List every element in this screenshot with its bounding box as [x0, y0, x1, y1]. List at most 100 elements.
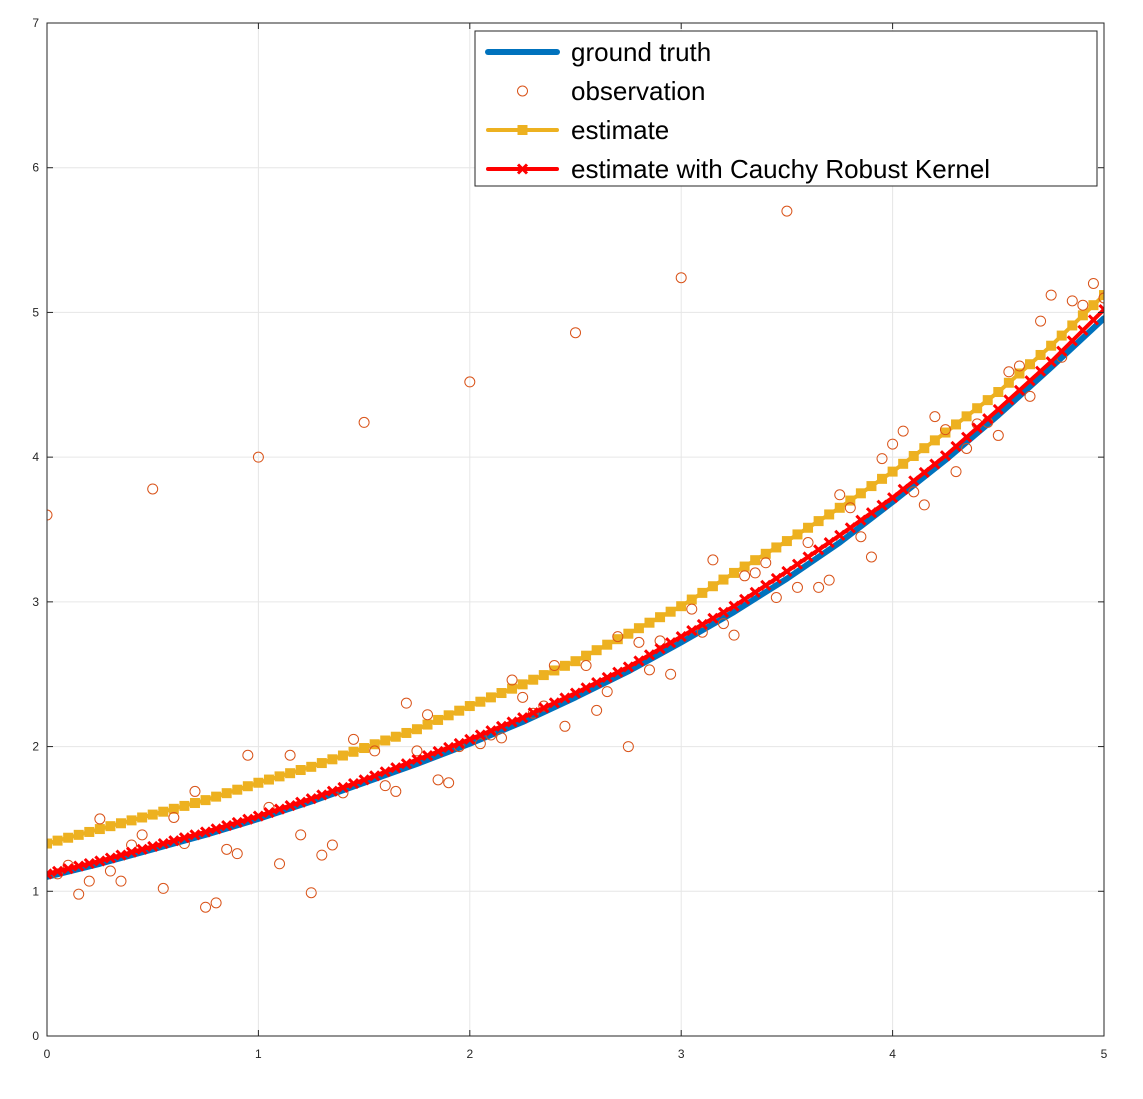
data-point — [157, 882, 169, 894]
data-point — [305, 887, 317, 899]
data-point — [485, 692, 496, 703]
data-point — [601, 686, 613, 698]
data-point — [844, 522, 856, 534]
data-point — [1035, 315, 1047, 327]
data-point — [179, 800, 190, 811]
data-point — [464, 376, 476, 388]
data-point — [496, 732, 508, 744]
data-point — [591, 645, 602, 656]
data-point — [475, 696, 486, 707]
data-point — [379, 780, 391, 792]
data-point — [855, 531, 867, 543]
data-point — [506, 674, 518, 686]
data-point — [474, 729, 486, 741]
data-point — [929, 458, 941, 470]
data-point — [961, 431, 973, 443]
data-point — [887, 466, 898, 477]
data-point — [1077, 310, 1088, 321]
data-point — [951, 419, 962, 430]
data-point — [569, 687, 582, 699]
data-point — [559, 660, 570, 671]
data-point — [718, 574, 729, 585]
data-point — [411, 754, 423, 766]
data-point — [136, 829, 148, 841]
data-point — [770, 592, 782, 604]
data-point — [1067, 320, 1078, 331]
data-point — [517, 712, 529, 724]
data-point — [73, 860, 85, 872]
data-point — [950, 466, 962, 478]
data-point — [221, 788, 232, 799]
data-point — [443, 741, 455, 754]
data-point — [791, 558, 804, 570]
data-point — [348, 746, 359, 757]
data-point — [62, 863, 74, 875]
data-point — [137, 812, 148, 823]
data-point — [876, 499, 888, 511]
data-point — [295, 829, 307, 841]
data-point — [115, 849, 127, 861]
data-point — [211, 791, 222, 802]
data-point — [548, 697, 560, 709]
data-point — [802, 551, 814, 563]
data-point — [897, 425, 909, 437]
data-point — [865, 551, 877, 563]
data-point — [665, 637, 677, 649]
data-point — [929, 411, 941, 423]
data-point — [189, 829, 201, 841]
data-point — [686, 594, 697, 605]
data-point — [929, 435, 940, 446]
y-tick-label: 4 — [32, 450, 39, 464]
data-point — [273, 803, 286, 815]
data-point — [591, 677, 603, 689]
data-point — [347, 778, 360, 790]
data-point — [210, 823, 222, 835]
data-point — [665, 606, 676, 617]
y-axis-tick-labels: 0 1 2 3 4 5 6 7 — [32, 16, 39, 1043]
x-tick-label: 2 — [466, 1047, 473, 1061]
data-point — [633, 636, 645, 648]
data-point — [47, 509, 53, 521]
data-point — [760, 579, 772, 591]
legend-label: observation — [571, 76, 705, 106]
data-point — [369, 745, 381, 757]
data-point — [781, 536, 792, 547]
data-point — [982, 395, 993, 406]
data-point — [422, 719, 433, 730]
data-point — [622, 661, 634, 673]
data-point — [654, 643, 666, 655]
data-point — [517, 679, 528, 690]
data-point — [697, 587, 708, 598]
data-point — [1056, 345, 1068, 357]
data-point — [189, 785, 201, 797]
data-point — [337, 781, 349, 793]
data-point — [601, 671, 613, 683]
data-point — [1024, 390, 1036, 402]
data-point — [580, 660, 592, 672]
data-point — [380, 735, 391, 746]
data-point — [337, 750, 348, 761]
data-point — [760, 548, 771, 559]
data-point — [168, 803, 179, 814]
data-point — [824, 509, 835, 520]
data-point — [316, 758, 327, 769]
data-point — [728, 629, 740, 641]
data-point — [1046, 340, 1057, 351]
data-point — [781, 565, 793, 578]
data-point — [655, 612, 666, 623]
data-point — [305, 793, 317, 805]
data-point — [675, 272, 687, 284]
data-point — [791, 581, 803, 593]
y-tick-label: 7 — [32, 16, 39, 30]
data-point — [623, 628, 634, 639]
plot-frame — [46, 22, 1105, 1037]
data-point — [422, 709, 434, 721]
legend-marker-swatch — [516, 163, 529, 175]
series-estimate-with-cauchy-robust-kernel — [47, 303, 1104, 880]
data-point — [401, 727, 412, 738]
data-point — [485, 725, 497, 737]
data-point — [696, 626, 708, 638]
data-point — [421, 749, 434, 762]
data-point — [865, 507, 878, 519]
